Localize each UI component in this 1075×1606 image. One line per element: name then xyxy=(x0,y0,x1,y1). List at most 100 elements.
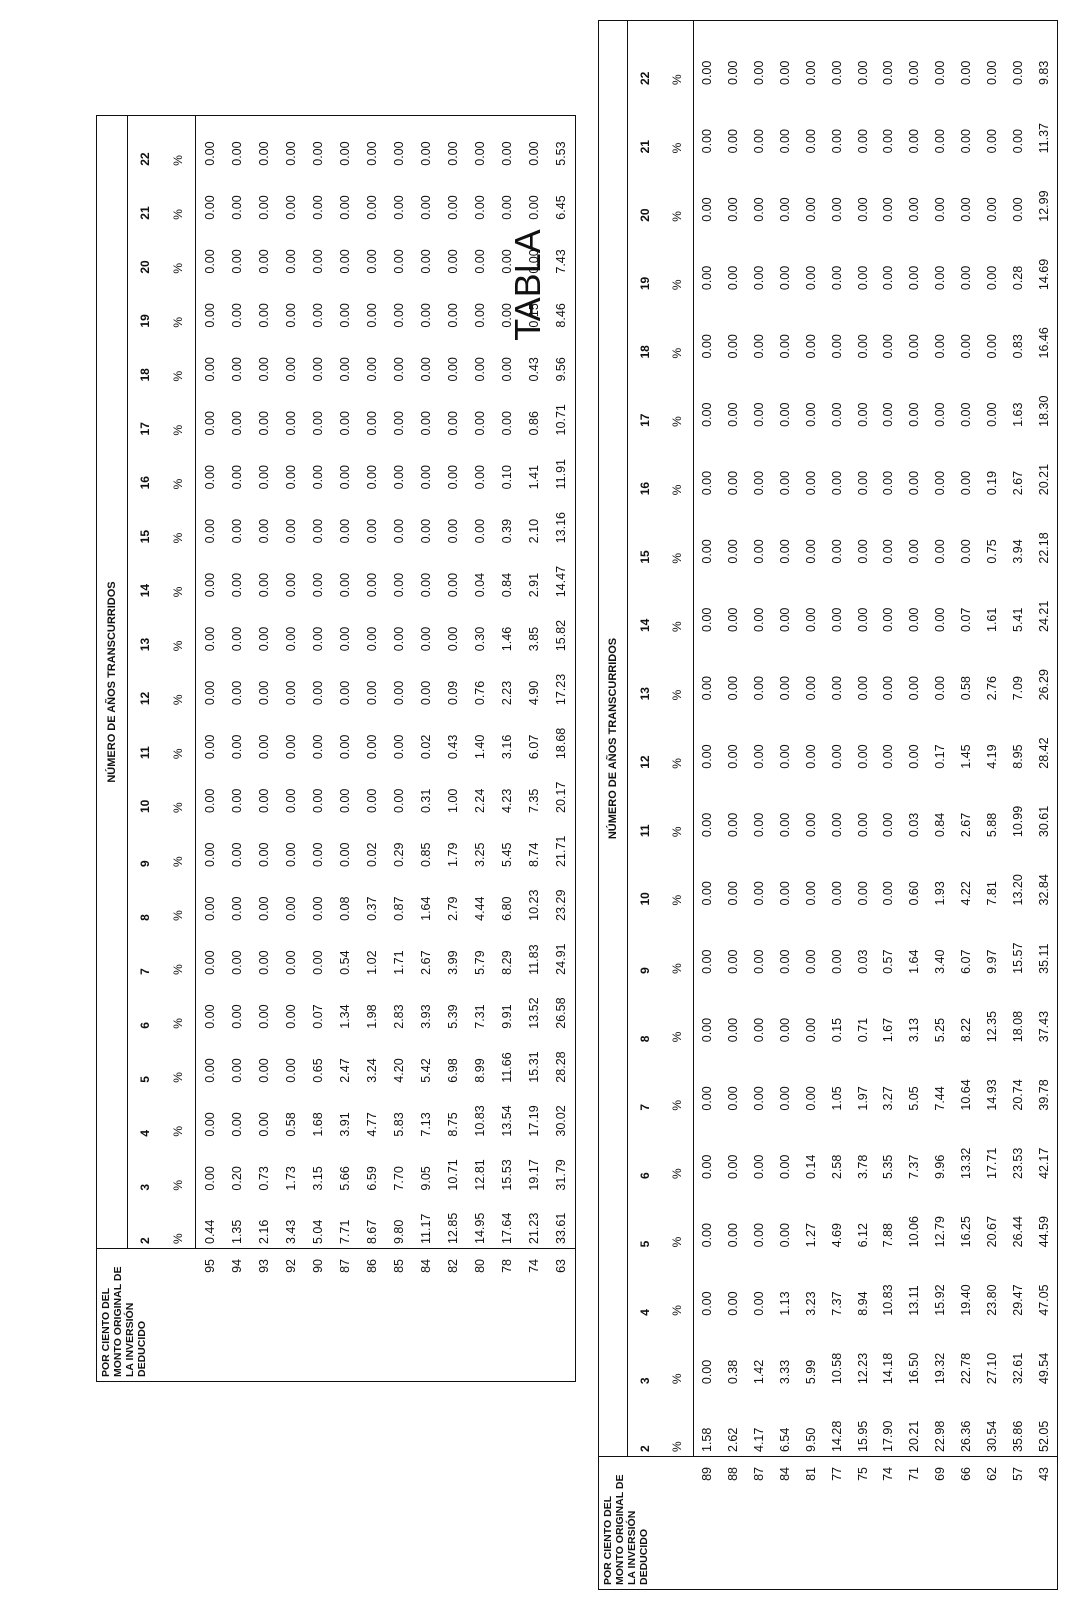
table-row: 90 5.04 3.15 1.68 0.65 0.07 0.00 0.00 0.00 0.00 0.… xyxy=(304,116,332,1382)
table-cell: 0.00 xyxy=(984,60,999,85)
table-cell: 11.66 xyxy=(500,1052,515,1083)
table-cell: 26.58 xyxy=(554,997,569,1029)
year-header: 21 xyxy=(137,206,152,220)
unit-label: % xyxy=(161,277,196,332)
table-cell: 0.00 xyxy=(311,141,326,166)
table-cell: 0.84 xyxy=(933,812,948,838)
year-header: 2 xyxy=(637,1445,652,1452)
table-cell: 0.00 xyxy=(803,60,818,85)
table-cell: 4.19 xyxy=(984,744,999,769)
table-cell: 0.00 xyxy=(446,141,461,166)
table-cell: 0.00 xyxy=(855,129,870,154)
table-cell: 0.00 xyxy=(1010,129,1025,154)
table-row: 92 3.43 1.73 0.58 0.00 0.00 0.00 0.00 0.00 0.00 0.… xyxy=(277,116,305,1382)
table-cell: 0.00 xyxy=(855,812,870,838)
table-cell: 0.00 xyxy=(803,1086,818,1111)
table-cell: 31.79 xyxy=(554,1159,569,1191)
table-cell: 3.94 xyxy=(1010,539,1025,564)
table-cell: 0.00 xyxy=(392,626,407,652)
year-header: 22 xyxy=(137,152,152,166)
table-cell: 1.05 xyxy=(829,1086,844,1111)
table-cell: 0.00 xyxy=(700,607,715,632)
table-cell: 0.00 xyxy=(803,1017,818,1043)
table-cell: 0.00 xyxy=(726,197,741,222)
table-cell: 0.73 xyxy=(257,1166,272,1191)
unit-label: % xyxy=(161,655,196,710)
table-cell: 0.00 xyxy=(500,303,515,328)
table-cell: 0.00 xyxy=(230,465,245,490)
table-cell: 0.00 xyxy=(446,303,461,328)
table-cell: 0.00 xyxy=(446,572,461,598)
table-cell: 0.00 xyxy=(446,195,461,220)
table-cell: 1.58 xyxy=(700,1427,715,1452)
table-cell: 0.00 xyxy=(257,896,272,921)
table-cell: 0.00 xyxy=(311,303,326,328)
table-cell: 0.00 xyxy=(726,129,741,154)
table-cell: 11.37 xyxy=(1036,123,1051,154)
table-cell: 1.79 xyxy=(446,842,461,867)
table-cell: 0.00 xyxy=(500,141,515,166)
table-cell: 2.16 xyxy=(257,1219,272,1244)
table-cell: 0.00 xyxy=(202,788,217,813)
table-cell: 2.67 xyxy=(1010,470,1025,496)
table-cell: 0.00 xyxy=(392,572,407,598)
table-cell: 0.00 xyxy=(311,896,326,921)
table-cell: 0.00 xyxy=(392,195,407,220)
table-cell: 0.84 xyxy=(500,572,515,598)
table-cell: 0.00 xyxy=(419,249,434,274)
table-cell: 0.00 xyxy=(958,334,973,359)
table-cell: 26.44 xyxy=(1010,1216,1025,1248)
table-cell: 1.63 xyxy=(1010,402,1025,427)
row-percent: 71 xyxy=(901,1456,928,1590)
table-cell: 0.00 xyxy=(958,129,973,154)
year-header: 6 xyxy=(137,1022,152,1029)
row-percent: 89 xyxy=(693,1456,721,1590)
year-header: 8 xyxy=(637,1035,652,1043)
unit-label: % xyxy=(660,909,694,978)
table-cell: 9.97 xyxy=(984,949,999,974)
table-row: 93 2.16 0.73 0.00 0.00 0.00 0.00 0.00 0.00 0.00 0.… xyxy=(250,116,278,1382)
table-cell: 0.00 xyxy=(257,842,272,867)
table-row: 85 9.80 7.70 5.83 4.20 2.83 1.71 0.87 0.29 0.00 0.… xyxy=(385,116,413,1382)
table-row: 87 7.71 5.66 3.91 2.47 1.34 0.54 0.08 0.00 0.00 0.… xyxy=(331,116,359,1382)
year-header: 22 xyxy=(637,71,652,85)
table-cell: 0.00 xyxy=(907,676,922,701)
table-cell: 0.00 xyxy=(726,539,741,564)
table-cell: 0.00 xyxy=(752,812,767,838)
table-cell: 0.00 xyxy=(933,676,948,701)
year-header: 4 xyxy=(637,1309,652,1316)
first-column-header: POR CIENTO DEL MONTO ORIGINAL DE LA INVE… xyxy=(598,1456,694,1590)
table-cell: 21.23 xyxy=(527,1212,541,1244)
year-header: 9 xyxy=(137,860,152,867)
table-cell: 0.00 xyxy=(202,249,217,274)
table-cell: 0.00 xyxy=(907,744,922,769)
table-cell: 0.00 xyxy=(984,334,999,359)
table-cell: 0.00 xyxy=(311,195,326,220)
table-cell: 23.80 xyxy=(984,1284,999,1316)
table-cell: 0.00 xyxy=(202,626,217,652)
table-cell: 0.00 xyxy=(419,572,434,598)
table-cell: 0.37 xyxy=(365,896,380,921)
table-cell: 2.76 xyxy=(984,676,999,701)
table-cell: 0.00 xyxy=(752,334,767,359)
unit-label: % xyxy=(161,817,196,871)
table-cell: 0.00 xyxy=(803,402,818,427)
table-cell: 6.07 xyxy=(958,949,973,974)
table-cell: 6.54 xyxy=(778,1427,792,1452)
table-cell: 0.00 xyxy=(958,470,973,496)
unit-label: % xyxy=(161,978,196,1033)
table-cell: 0.00 xyxy=(829,197,844,222)
table-cell: 0.00 xyxy=(700,470,715,496)
table-cell: 1.71 xyxy=(392,950,407,975)
year-header: 19 xyxy=(637,276,652,291)
table-cell: 5.39 xyxy=(446,1004,461,1029)
table-cell: 0.19 xyxy=(984,470,999,496)
table-cell: 0.00 xyxy=(257,626,272,652)
table-cell: 0.00 xyxy=(257,195,272,220)
table-cell: 0.87 xyxy=(392,896,407,921)
table-cell: 2.91 xyxy=(527,572,541,598)
table-cell: 0.39 xyxy=(500,518,515,544)
table-cell: 0.00 xyxy=(284,788,299,813)
table-cell: 0.00 xyxy=(230,195,245,220)
table-cell: 0.00 xyxy=(726,607,741,632)
